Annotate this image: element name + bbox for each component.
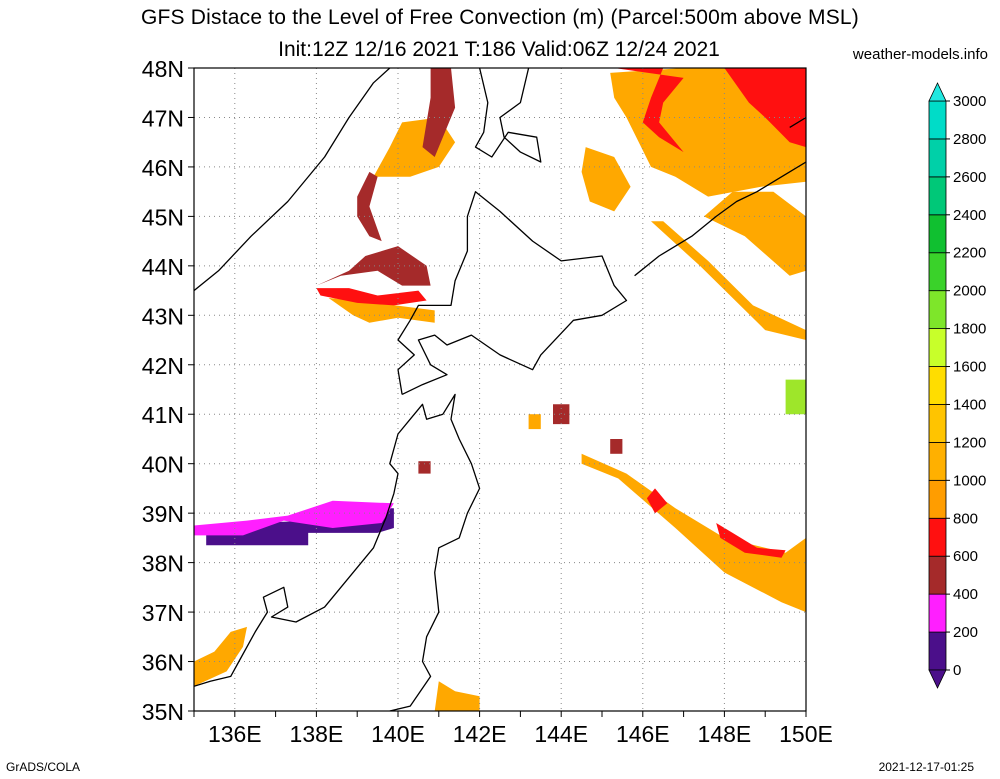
colorbar-bottom-arrow xyxy=(928,669,947,689)
lon-label: 142E xyxy=(453,721,507,747)
map-subtitle: Init:12Z 12/16 2021 T:186 Valid:06Z 12/2… xyxy=(0,38,1000,62)
colorbar-top-arrow xyxy=(928,82,947,102)
region-small-red-41n xyxy=(553,404,570,425)
lon-label: 150E xyxy=(779,721,833,747)
lon-label: 146E xyxy=(616,721,670,747)
lat-label: 46N xyxy=(142,155,184,181)
region-okhotsk-orange xyxy=(581,147,631,212)
region-hokkaido-west-orange xyxy=(328,298,435,323)
footer-credit: GrADS/COLA xyxy=(6,760,81,774)
colorbar-segment xyxy=(928,138,947,178)
colorbar-segment xyxy=(928,631,947,671)
colorbar-segment xyxy=(928,252,947,292)
coastline-kurile-chain xyxy=(634,161,806,277)
colorbar-segment xyxy=(928,593,947,633)
region-hokkaido-north-brown xyxy=(422,68,456,157)
colorbar-label: 1000 xyxy=(953,472,986,489)
lon-label: 136E xyxy=(208,721,262,747)
region-sea-of-japan-magenta xyxy=(194,500,394,536)
lat-label: 39N xyxy=(142,501,184,527)
coastline-hokkaido-coast xyxy=(397,191,628,395)
colorbar-label: 400 xyxy=(953,586,978,603)
region-kurile-diagonal xyxy=(651,221,806,340)
colorbar-segment xyxy=(928,479,947,519)
site-credit: weather-models.info xyxy=(852,46,988,63)
colorbar-label: 1200 xyxy=(953,434,986,451)
lat-label: 36N xyxy=(142,650,184,676)
colorbar-segment xyxy=(928,366,947,405)
colorbar-label: 3000 xyxy=(953,93,986,110)
region-pacific-diagonal-orange xyxy=(581,453,806,613)
coastline-sakhalin-coast xyxy=(474,68,542,163)
convection-fill-layer xyxy=(194,68,806,711)
colorbar-segment xyxy=(928,214,947,254)
lat-label: 37N xyxy=(142,600,184,626)
region-small-orange-41n xyxy=(528,414,541,430)
lat-label: 42N xyxy=(142,353,184,379)
map-title: GFS Distace to the Level of Free Convect… xyxy=(141,6,859,29)
region-hokkaido-west-brown xyxy=(316,246,431,286)
colorbar-label: 0 xyxy=(953,662,961,679)
colorbar-segment xyxy=(928,555,947,595)
region-small-brown-40n xyxy=(418,461,431,474)
lat-label: 35N xyxy=(142,699,184,725)
region-pacific-diagonal-red xyxy=(646,488,668,514)
colorbar-label: 2000 xyxy=(953,283,986,300)
lat-label: 38N xyxy=(142,551,184,577)
coastline-kurile-north xyxy=(789,116,806,128)
colorbar-label: 2400 xyxy=(953,207,986,224)
footer-timestamp: 2021-12-17-01:25 xyxy=(878,760,974,774)
colorbar-segment xyxy=(928,441,947,481)
gridlines xyxy=(194,68,806,711)
region-east-hokkaido-orange xyxy=(704,191,806,276)
lat-label: 45N xyxy=(142,204,184,230)
colorbar-label: 1400 xyxy=(953,396,986,413)
region-hokkaido-rim-brown xyxy=(357,171,382,242)
colorbar-label: 600 xyxy=(953,548,978,565)
lat-label: 44N xyxy=(142,254,184,280)
lat-label: 41N xyxy=(142,402,184,428)
region-pacific-brown xyxy=(610,439,623,454)
lon-label: 140E xyxy=(371,721,425,747)
lat-label: 48N xyxy=(142,56,184,82)
region-hokkaido-west-red xyxy=(316,288,427,306)
colorbar-label: 2600 xyxy=(953,169,986,186)
colorbar-label: 1600 xyxy=(953,359,986,376)
colorbar-label: 2800 xyxy=(953,131,986,148)
lat-label: 43N xyxy=(142,303,184,329)
axis-ticks xyxy=(188,67,807,717)
colorbar-segment xyxy=(928,328,947,367)
region-kurile-red xyxy=(614,68,684,153)
region-kurile-red-east xyxy=(724,68,806,148)
colorbar-label: 800 xyxy=(953,510,978,527)
lat-label: 40N xyxy=(142,452,184,478)
coastline-honshu-west-coast xyxy=(194,393,481,711)
colorbar-segment xyxy=(928,176,947,216)
longitude-labels: 136E 138E 140E 142E 144E 146E 148E 150E xyxy=(208,721,833,747)
colorbar-segment xyxy=(928,517,947,557)
colorbar-segment xyxy=(928,290,947,329)
map-frame xyxy=(193,67,807,712)
colorbar-label: 1800 xyxy=(953,321,986,338)
lon-label: 138E xyxy=(290,721,344,747)
latitude-labels: 35N 36N 37N 38N 39N 40N 41N 42N 43N 44N 45N 46N 47N 4… xyxy=(142,56,184,725)
colorbar-label: 200 xyxy=(953,624,978,641)
region-pacific-red-2 xyxy=(716,523,786,558)
region-south-orange-patch xyxy=(434,681,480,711)
coastlines xyxy=(194,68,806,711)
region-sw-orange-patch xyxy=(194,626,247,687)
lon-label: 148E xyxy=(698,721,752,747)
colorbar-label: 2200 xyxy=(953,245,986,262)
colorbar-segment xyxy=(928,404,947,443)
region-green-patch xyxy=(785,379,806,415)
lat-label: 47N xyxy=(142,105,184,131)
map-subtitle-text: Init:12Z 12/16 2021 T:186 Valid:06Z 12/2… xyxy=(278,38,720,61)
lon-label: 144E xyxy=(534,721,588,747)
coastline-continent-coast xyxy=(194,68,391,292)
colorbar-segment xyxy=(928,100,947,140)
colorbar: 0 200 400 600 800 1000 1200 1400 1600 1800 2000 220… xyxy=(928,82,986,689)
